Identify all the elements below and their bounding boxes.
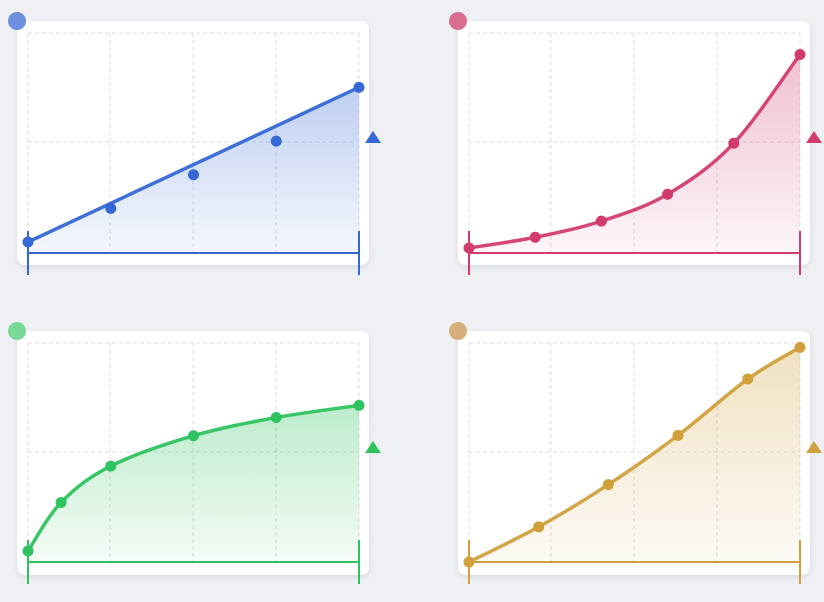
triangle-marker [365,441,381,453]
data-point [794,341,806,353]
data-point [188,169,199,181]
data-point [270,412,282,424]
data-point [55,496,67,508]
corner-dot [8,12,26,30]
chart-panel-3 [8,322,381,584]
data-point [728,137,740,149]
data-point [529,231,541,243]
chart-panel-2 [449,12,822,275]
triangle-marker [806,131,822,143]
series-area [28,405,359,562]
data-point [270,135,282,147]
chart-panel-4 [449,322,822,584]
corner-dot [449,12,467,30]
series-area [469,347,800,562]
series-area [469,54,800,253]
series-line [26,85,361,244]
data-point [105,460,117,472]
chart-panel-1 [8,12,381,275]
data-point [533,521,545,533]
data-point [672,429,684,441]
data-point [742,373,754,385]
data-point [602,479,614,491]
data-point [353,81,365,93]
corner-dot [8,322,26,340]
data-point [353,399,365,411]
data-point [105,202,117,214]
corner-dot [449,322,467,340]
triangle-marker [365,131,381,143]
data-point [188,430,199,442]
data-point [662,188,674,200]
data-point [794,49,806,60]
triangle-marker [806,441,822,453]
data-point [595,215,607,227]
